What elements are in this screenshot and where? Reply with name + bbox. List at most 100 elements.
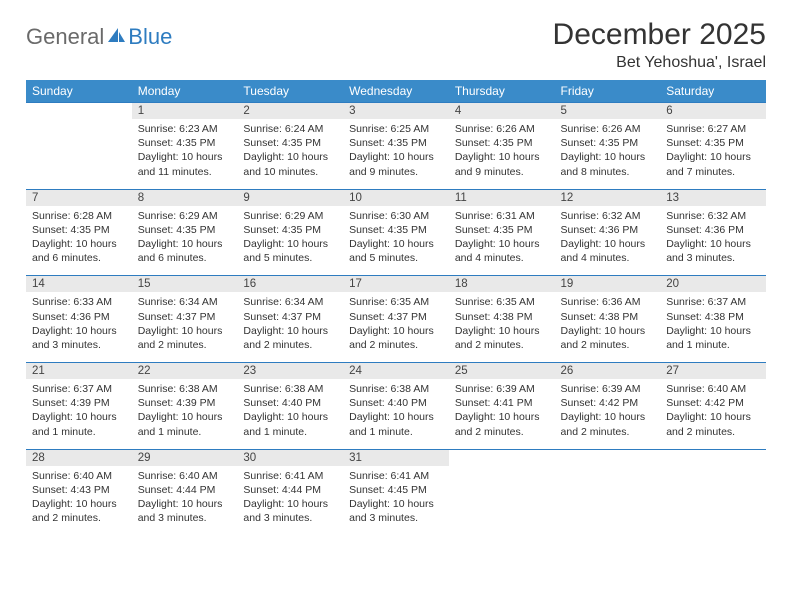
day-detail-cell: Sunrise: 6:34 AMSunset: 4:37 PMDaylight:… [237,292,343,362]
daylight-text: Daylight: 10 hours and 5 minutes. [349,237,443,265]
sunset-text: Sunset: 4:36 PM [561,223,655,237]
weekday-header: Friday [555,80,661,103]
sunset-text: Sunset: 4:35 PM [243,136,337,150]
weekday-header: Thursday [449,80,555,103]
day-detail-cell: Sunrise: 6:27 AMSunset: 4:35 PMDaylight:… [660,119,766,189]
day-number-row: 28293031 [26,449,766,466]
sunrise-text: Sunrise: 6:34 AM [138,295,232,309]
sunrise-text: Sunrise: 6:24 AM [243,122,337,136]
calendar-table: Sunday Monday Tuesday Wednesday Thursday… [26,80,766,535]
day-number-cell: 13 [660,189,766,206]
day-detail-cell [660,466,766,536]
sunset-text: Sunset: 4:38 PM [666,310,760,324]
header: General Blue December 2025 Bet Yehoshua'… [26,18,766,72]
daylight-text: Daylight: 10 hours and 4 minutes. [455,237,549,265]
sunrise-text: Sunrise: 6:41 AM [349,469,443,483]
daylight-text: Daylight: 10 hours and 9 minutes. [349,150,443,178]
day-detail-cell: Sunrise: 6:32 AMSunset: 4:36 PMDaylight:… [660,206,766,276]
day-detail-cell: Sunrise: 6:40 AMSunset: 4:43 PMDaylight:… [26,466,132,536]
sunset-text: Sunset: 4:35 PM [138,136,232,150]
day-number-cell: 22 [132,363,238,380]
daylight-text: Daylight: 10 hours and 1 minute. [243,410,337,438]
sunset-text: Sunset: 4:39 PM [32,396,126,410]
sunset-text: Sunset: 4:40 PM [243,396,337,410]
day-number-cell: 19 [555,276,661,293]
daylight-text: Daylight: 10 hours and 1 minute. [138,410,232,438]
day-detail-row: Sunrise: 6:33 AMSunset: 4:36 PMDaylight:… [26,292,766,362]
weekday-header: Monday [132,80,238,103]
day-detail-cell: Sunrise: 6:30 AMSunset: 4:35 PMDaylight:… [343,206,449,276]
sunset-text: Sunset: 4:38 PM [561,310,655,324]
sunset-text: Sunset: 4:37 PM [138,310,232,324]
sunrise-text: Sunrise: 6:28 AM [32,209,126,223]
day-detail-cell: Sunrise: 6:26 AMSunset: 4:35 PMDaylight:… [449,119,555,189]
sunset-text: Sunset: 4:35 PM [349,136,443,150]
day-number-cell: 15 [132,276,238,293]
day-number-cell: 24 [343,363,449,380]
sunset-text: Sunset: 4:42 PM [561,396,655,410]
daylight-text: Daylight: 10 hours and 5 minutes. [243,237,337,265]
daylight-text: Daylight: 10 hours and 1 minute. [349,410,443,438]
day-number-cell: 2 [237,103,343,120]
sunset-text: Sunset: 4:35 PM [349,223,443,237]
daylight-text: Daylight: 10 hours and 2 minutes. [349,324,443,352]
daylight-text: Daylight: 10 hours and 4 minutes. [561,237,655,265]
daylight-text: Daylight: 10 hours and 3 minutes. [138,497,232,525]
day-detail-cell: Sunrise: 6:32 AMSunset: 4:36 PMDaylight:… [555,206,661,276]
weekday-header: Sunday [26,80,132,103]
sunset-text: Sunset: 4:38 PM [455,310,549,324]
sunrise-text: Sunrise: 6:41 AM [243,469,337,483]
day-number-row: 78910111213 [26,189,766,206]
daylight-text: Daylight: 10 hours and 2 minutes. [138,324,232,352]
day-detail-cell: Sunrise: 6:36 AMSunset: 4:38 PMDaylight:… [555,292,661,362]
sunset-text: Sunset: 4:44 PM [138,483,232,497]
day-number-cell: 9 [237,189,343,206]
day-detail-row: Sunrise: 6:28 AMSunset: 4:35 PMDaylight:… [26,206,766,276]
sunset-text: Sunset: 4:36 PM [32,310,126,324]
day-detail-cell: Sunrise: 6:39 AMSunset: 4:42 PMDaylight:… [555,379,661,449]
day-number-row: 14151617181920 [26,276,766,293]
sunset-text: Sunset: 4:35 PM [455,223,549,237]
daylight-text: Daylight: 10 hours and 2 minutes. [666,410,760,438]
weekday-header-row: Sunday Monday Tuesday Wednesday Thursday… [26,80,766,103]
day-detail-cell: Sunrise: 6:23 AMSunset: 4:35 PMDaylight:… [132,119,238,189]
daylight-text: Daylight: 10 hours and 3 minutes. [666,237,760,265]
logo: General Blue [26,18,172,50]
day-detail-cell: Sunrise: 6:29 AMSunset: 4:35 PMDaylight:… [132,206,238,276]
day-number-cell: 8 [132,189,238,206]
day-detail-cell [449,466,555,536]
day-detail-cell [26,119,132,189]
day-detail-row: Sunrise: 6:23 AMSunset: 4:35 PMDaylight:… [26,119,766,189]
day-number-cell: 14 [26,276,132,293]
day-detail-cell: Sunrise: 6:31 AMSunset: 4:35 PMDaylight:… [449,206,555,276]
sunrise-text: Sunrise: 6:32 AM [666,209,760,223]
daylight-text: Daylight: 10 hours and 2 minutes. [455,324,549,352]
sunrise-text: Sunrise: 6:36 AM [561,295,655,309]
daylight-text: Daylight: 10 hours and 1 minute. [666,324,760,352]
daylight-text: Daylight: 10 hours and 6 minutes. [32,237,126,265]
sunrise-text: Sunrise: 6:37 AM [666,295,760,309]
sunrise-text: Sunrise: 6:26 AM [455,122,549,136]
logo-sail-icon [106,26,126,49]
day-detail-cell: Sunrise: 6:38 AMSunset: 4:40 PMDaylight:… [343,379,449,449]
title-block: December 2025 Bet Yehoshua', Israel [553,18,766,72]
day-number-cell: 30 [237,449,343,466]
day-number-cell: 23 [237,363,343,380]
logo-text-blue: Blue [128,24,172,50]
day-number-cell: 4 [449,103,555,120]
sunset-text: Sunset: 4:44 PM [243,483,337,497]
daylight-text: Daylight: 10 hours and 2 minutes. [561,410,655,438]
sunset-text: Sunset: 4:36 PM [666,223,760,237]
day-detail-cell: Sunrise: 6:38 AMSunset: 4:39 PMDaylight:… [132,379,238,449]
day-detail-cell: Sunrise: 6:26 AMSunset: 4:35 PMDaylight:… [555,119,661,189]
day-number-row: 123456 [26,103,766,120]
sunrise-text: Sunrise: 6:29 AM [138,209,232,223]
daylight-text: Daylight: 10 hours and 3 minutes. [32,324,126,352]
sunrise-text: Sunrise: 6:25 AM [349,122,443,136]
day-detail-cell: Sunrise: 6:35 AMSunset: 4:37 PMDaylight:… [343,292,449,362]
day-detail-cell [555,466,661,536]
daylight-text: Daylight: 10 hours and 8 minutes. [561,150,655,178]
sunset-text: Sunset: 4:45 PM [349,483,443,497]
day-number-cell: 16 [237,276,343,293]
sunrise-text: Sunrise: 6:29 AM [243,209,337,223]
